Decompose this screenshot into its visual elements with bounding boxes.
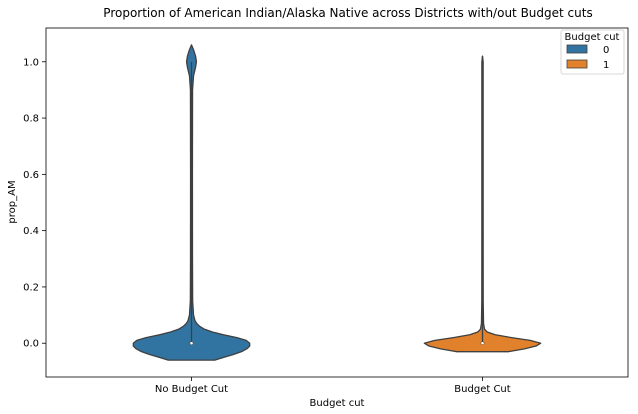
axes-frame xyxy=(45,27,629,378)
x-axis: No Budget Cut Budget Cut xyxy=(155,377,511,395)
median-dot-0 xyxy=(189,341,194,346)
legend-label-0: 0 xyxy=(603,45,609,56)
chart-title: Proportion of American Indian/Alaska Nat… xyxy=(103,6,592,20)
y-axis-label: prop_AM xyxy=(7,180,18,223)
x-tick-label: No Budget Cut xyxy=(155,384,228,395)
legend-label-1: 1 xyxy=(603,60,609,71)
y-tick-label: 0.4 xyxy=(23,226,39,237)
y-tick-label: 0.6 xyxy=(23,170,39,181)
y-tick-label: 0.0 xyxy=(23,339,39,350)
x-axis-label: Budget cut xyxy=(310,398,365,409)
legend-swatch-1 xyxy=(566,59,588,69)
median-dot-1 xyxy=(480,341,485,346)
legend-swatch-0 xyxy=(566,44,588,54)
x-tick-label: Budget Cut xyxy=(454,384,510,395)
y-tick-label: 1.0 xyxy=(23,57,39,68)
legend-title: Budget cut xyxy=(565,32,620,43)
legend: Budget cut 0 1 xyxy=(560,29,625,75)
y-tick-label: 0.8 xyxy=(23,114,39,125)
y-axis: 0.0 0.2 0.4 0.6 0.8 1.0 xyxy=(23,57,46,350)
y-tick-label: 0.2 xyxy=(23,282,39,293)
plot-area xyxy=(132,44,542,361)
